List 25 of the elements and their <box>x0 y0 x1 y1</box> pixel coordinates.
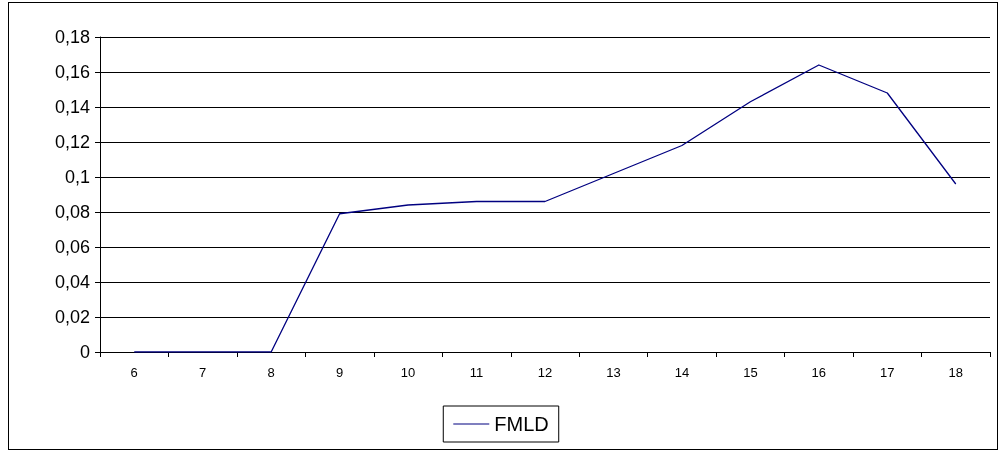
x-tick-label: 7 <box>199 365 207 380</box>
y-tick-label: 0,04 <box>54 272 90 292</box>
x-tick-label: 8 <box>267 365 275 380</box>
y-tick-label: 0 <box>79 342 90 362</box>
y-tick-label: 0,1 <box>64 167 90 187</box>
y-tick-label: 0,14 <box>54 97 90 117</box>
x-tick-label: 9 <box>336 365 344 380</box>
x-tick-label: 14 <box>674 365 690 380</box>
y-tick-label: 0,12 <box>54 132 90 152</box>
x-tick-label: 12 <box>537 365 553 380</box>
y-tick-label: 0,08 <box>54 202 90 222</box>
line-series <box>133 64 957 353</box>
x-tick-label: 15 <box>743 365 758 380</box>
x-tick-label: 17 <box>880 365 895 380</box>
y-tick-label: 0,16 <box>54 62 90 82</box>
x-tick-label: 16 <box>811 365 827 380</box>
x-tick-label: 6 <box>130 365 138 380</box>
y-tick-label: 0,18 <box>54 27 90 47</box>
x-tick-label: 13 <box>606 365 621 380</box>
legend-label: FMLD <box>494 413 549 435</box>
y-tick-label: 0,02 <box>54 307 90 327</box>
x-tick-label: 10 <box>400 365 416 380</box>
x-tick-label: 18 <box>948 365 963 380</box>
y-tick-label: 0,06 <box>54 237 90 257</box>
x-tick-label: 11 <box>469 365 484 380</box>
